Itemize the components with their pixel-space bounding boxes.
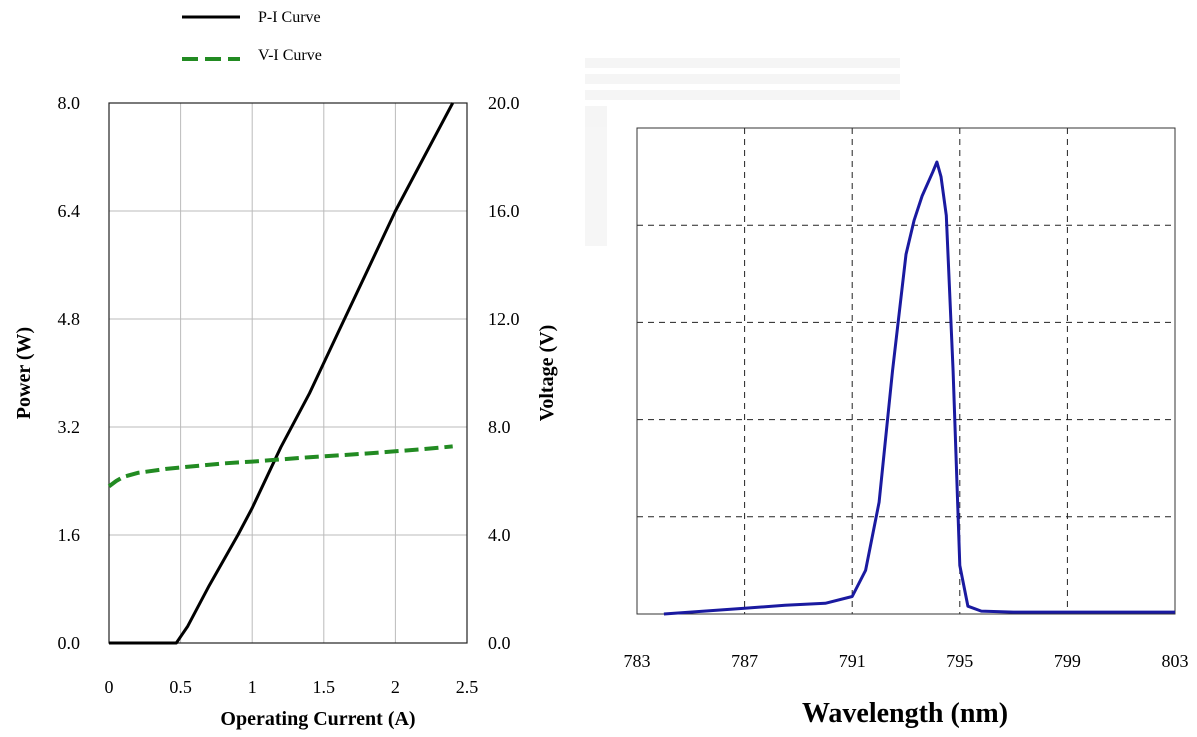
right-x-tick-label: 787 bbox=[731, 651, 758, 671]
right-series bbox=[663, 160, 1175, 616]
left-y-tick-label: 0.0 bbox=[58, 633, 81, 653]
spectrum-line bbox=[663, 160, 1175, 616]
left-grid bbox=[109, 103, 467, 643]
right-plot-frame bbox=[636, 127, 1176, 615]
left-plot-frame bbox=[108, 102, 468, 644]
vi-curve-line bbox=[107, 444, 453, 488]
right-grid bbox=[637, 128, 1175, 614]
left-x-tick-label: 2 bbox=[391, 677, 400, 697]
right-x-tick-label: 791 bbox=[839, 651, 866, 671]
left-y-tick-label: 8.0 bbox=[58, 93, 81, 113]
left-x-axis-title: Operating Current (A) bbox=[220, 708, 415, 730]
right-y-axis-title: Voltage (V) bbox=[536, 325, 558, 421]
left-tick-labels: 0 0.5 1 1.5 2 2.5 0.0 1.6 3.2 4.8 6.4 8.0 0.0 4.0 8.0 1… bbox=[58, 93, 520, 697]
right-y-tick-label: 20.0 bbox=[488, 93, 520, 113]
left-x-tick-label: 2.5 bbox=[456, 677, 479, 697]
left-y-tick-label: 1.6 bbox=[58, 525, 81, 545]
right-y-tick-label: 8.0 bbox=[488, 417, 511, 437]
watermark-logo bbox=[585, 58, 900, 246]
left-y-tick-label: 3.2 bbox=[58, 417, 81, 437]
pi-curve-line bbox=[109, 102, 455, 645]
left-series bbox=[107, 102, 455, 645]
legend-label-pi: P-I Curve bbox=[258, 9, 321, 26]
right-x-tick-label: 799 bbox=[1054, 651, 1081, 671]
right-x-tick-label: 803 bbox=[1162, 651, 1189, 671]
right-y-tick-label: 12.0 bbox=[488, 309, 520, 329]
right-x-tick-label: 795 bbox=[946, 651, 973, 671]
legend-item-vi: V-I Curve bbox=[182, 47, 322, 64]
spectrum-chart: 783 787 791 795 799 803 Wavelength (nm) bbox=[624, 127, 1189, 729]
left-y-tick-label: 4.8 bbox=[58, 309, 81, 329]
legend: P-I Curve V-I Curve bbox=[182, 9, 322, 64]
left-x-tick-label: 0 bbox=[105, 677, 114, 697]
left-x-tick-label: 0.5 bbox=[169, 677, 192, 697]
left-y-tick-label: 6.4 bbox=[58, 201, 81, 221]
right-y-tick-label: 0.0 bbox=[488, 633, 511, 653]
right-y-tick-label: 4.0 bbox=[488, 525, 511, 545]
right-x-tick-label: 783 bbox=[624, 651, 651, 671]
right-y-tick-label: 16.0 bbox=[488, 201, 520, 221]
left-y-axis-title: Power (W) bbox=[13, 327, 35, 419]
left-x-tick-label: 1.5 bbox=[313, 677, 336, 697]
left-x-tick-label: 1 bbox=[248, 677, 257, 697]
pi-vi-chart: 0 0.5 1 1.5 2 2.5 0.0 1.6 3.2 4.8 6.4 8.0 0.0 4.0 8.0 1… bbox=[13, 93, 558, 730]
right-x-axis-title: Wavelength (nm) bbox=[802, 698, 1008, 729]
right-tick-labels: 783 787 791 795 799 803 bbox=[624, 651, 1189, 671]
legend-item-pi: P-I Curve bbox=[182, 9, 321, 26]
legend-label-vi: V-I Curve bbox=[258, 47, 322, 64]
